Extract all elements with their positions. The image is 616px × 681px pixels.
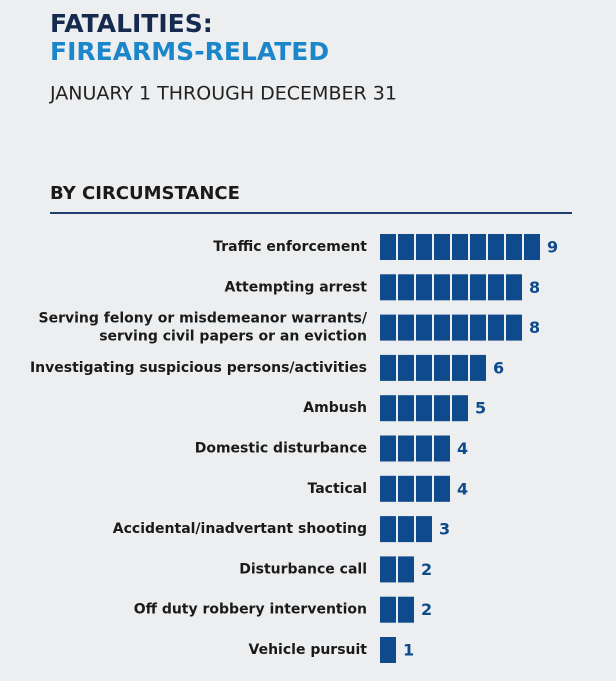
category-label: serving civil papers or an eviction <box>99 329 367 345</box>
subtitle: JANUARY 1 THROUGH DECEMBER 31 <box>49 83 397 105</box>
bar <box>380 516 432 543</box>
bar <box>380 234 540 260</box>
value-label: 4 <box>457 439 468 458</box>
value-label: 3 <box>439 520 450 539</box>
bar <box>380 314 522 341</box>
value-label: 4 <box>457 479 468 498</box>
bar <box>380 274 522 301</box>
value-label: 2 <box>421 560 432 579</box>
category-label: Accidental/inadvertant shooting <box>113 521 367 537</box>
category-label: Vehicle pursuit <box>249 642 368 658</box>
bar <box>380 475 450 502</box>
value-label: 9 <box>547 238 558 257</box>
category-label: Serving felony or misdemeanor warrants/ <box>38 311 367 327</box>
value-label: 6 <box>493 358 504 377</box>
bar <box>380 556 414 583</box>
value-label: 8 <box>529 318 540 337</box>
category-label: Off duty robbery intervention <box>134 602 367 618</box>
value-label: 8 <box>529 278 540 297</box>
bar <box>380 637 396 663</box>
category-label: Tactical <box>307 481 367 497</box>
category-label: Investigating suspicious persons/activit… <box>30 360 367 376</box>
category-label: Attempting arrest <box>225 279 368 295</box>
title-line: FIREARMS-RELATED <box>50 37 329 66</box>
bar <box>380 354 486 381</box>
bar <box>380 395 468 422</box>
title-line: FATALITIES: <box>50 9 213 38</box>
value-label: 2 <box>421 600 432 619</box>
value-label: 1 <box>403 641 414 660</box>
value-label: 5 <box>475 399 486 418</box>
category-label: Domestic disturbance <box>195 441 367 457</box>
bar <box>380 435 450 462</box>
section-title: BY CIRCUMSTANCE <box>50 183 240 204</box>
category-label: Traffic enforcement <box>213 239 367 255</box>
category-label: Disturbance call <box>239 561 367 577</box>
category-label: Ambush <box>303 400 367 416</box>
bar <box>380 596 414 623</box>
